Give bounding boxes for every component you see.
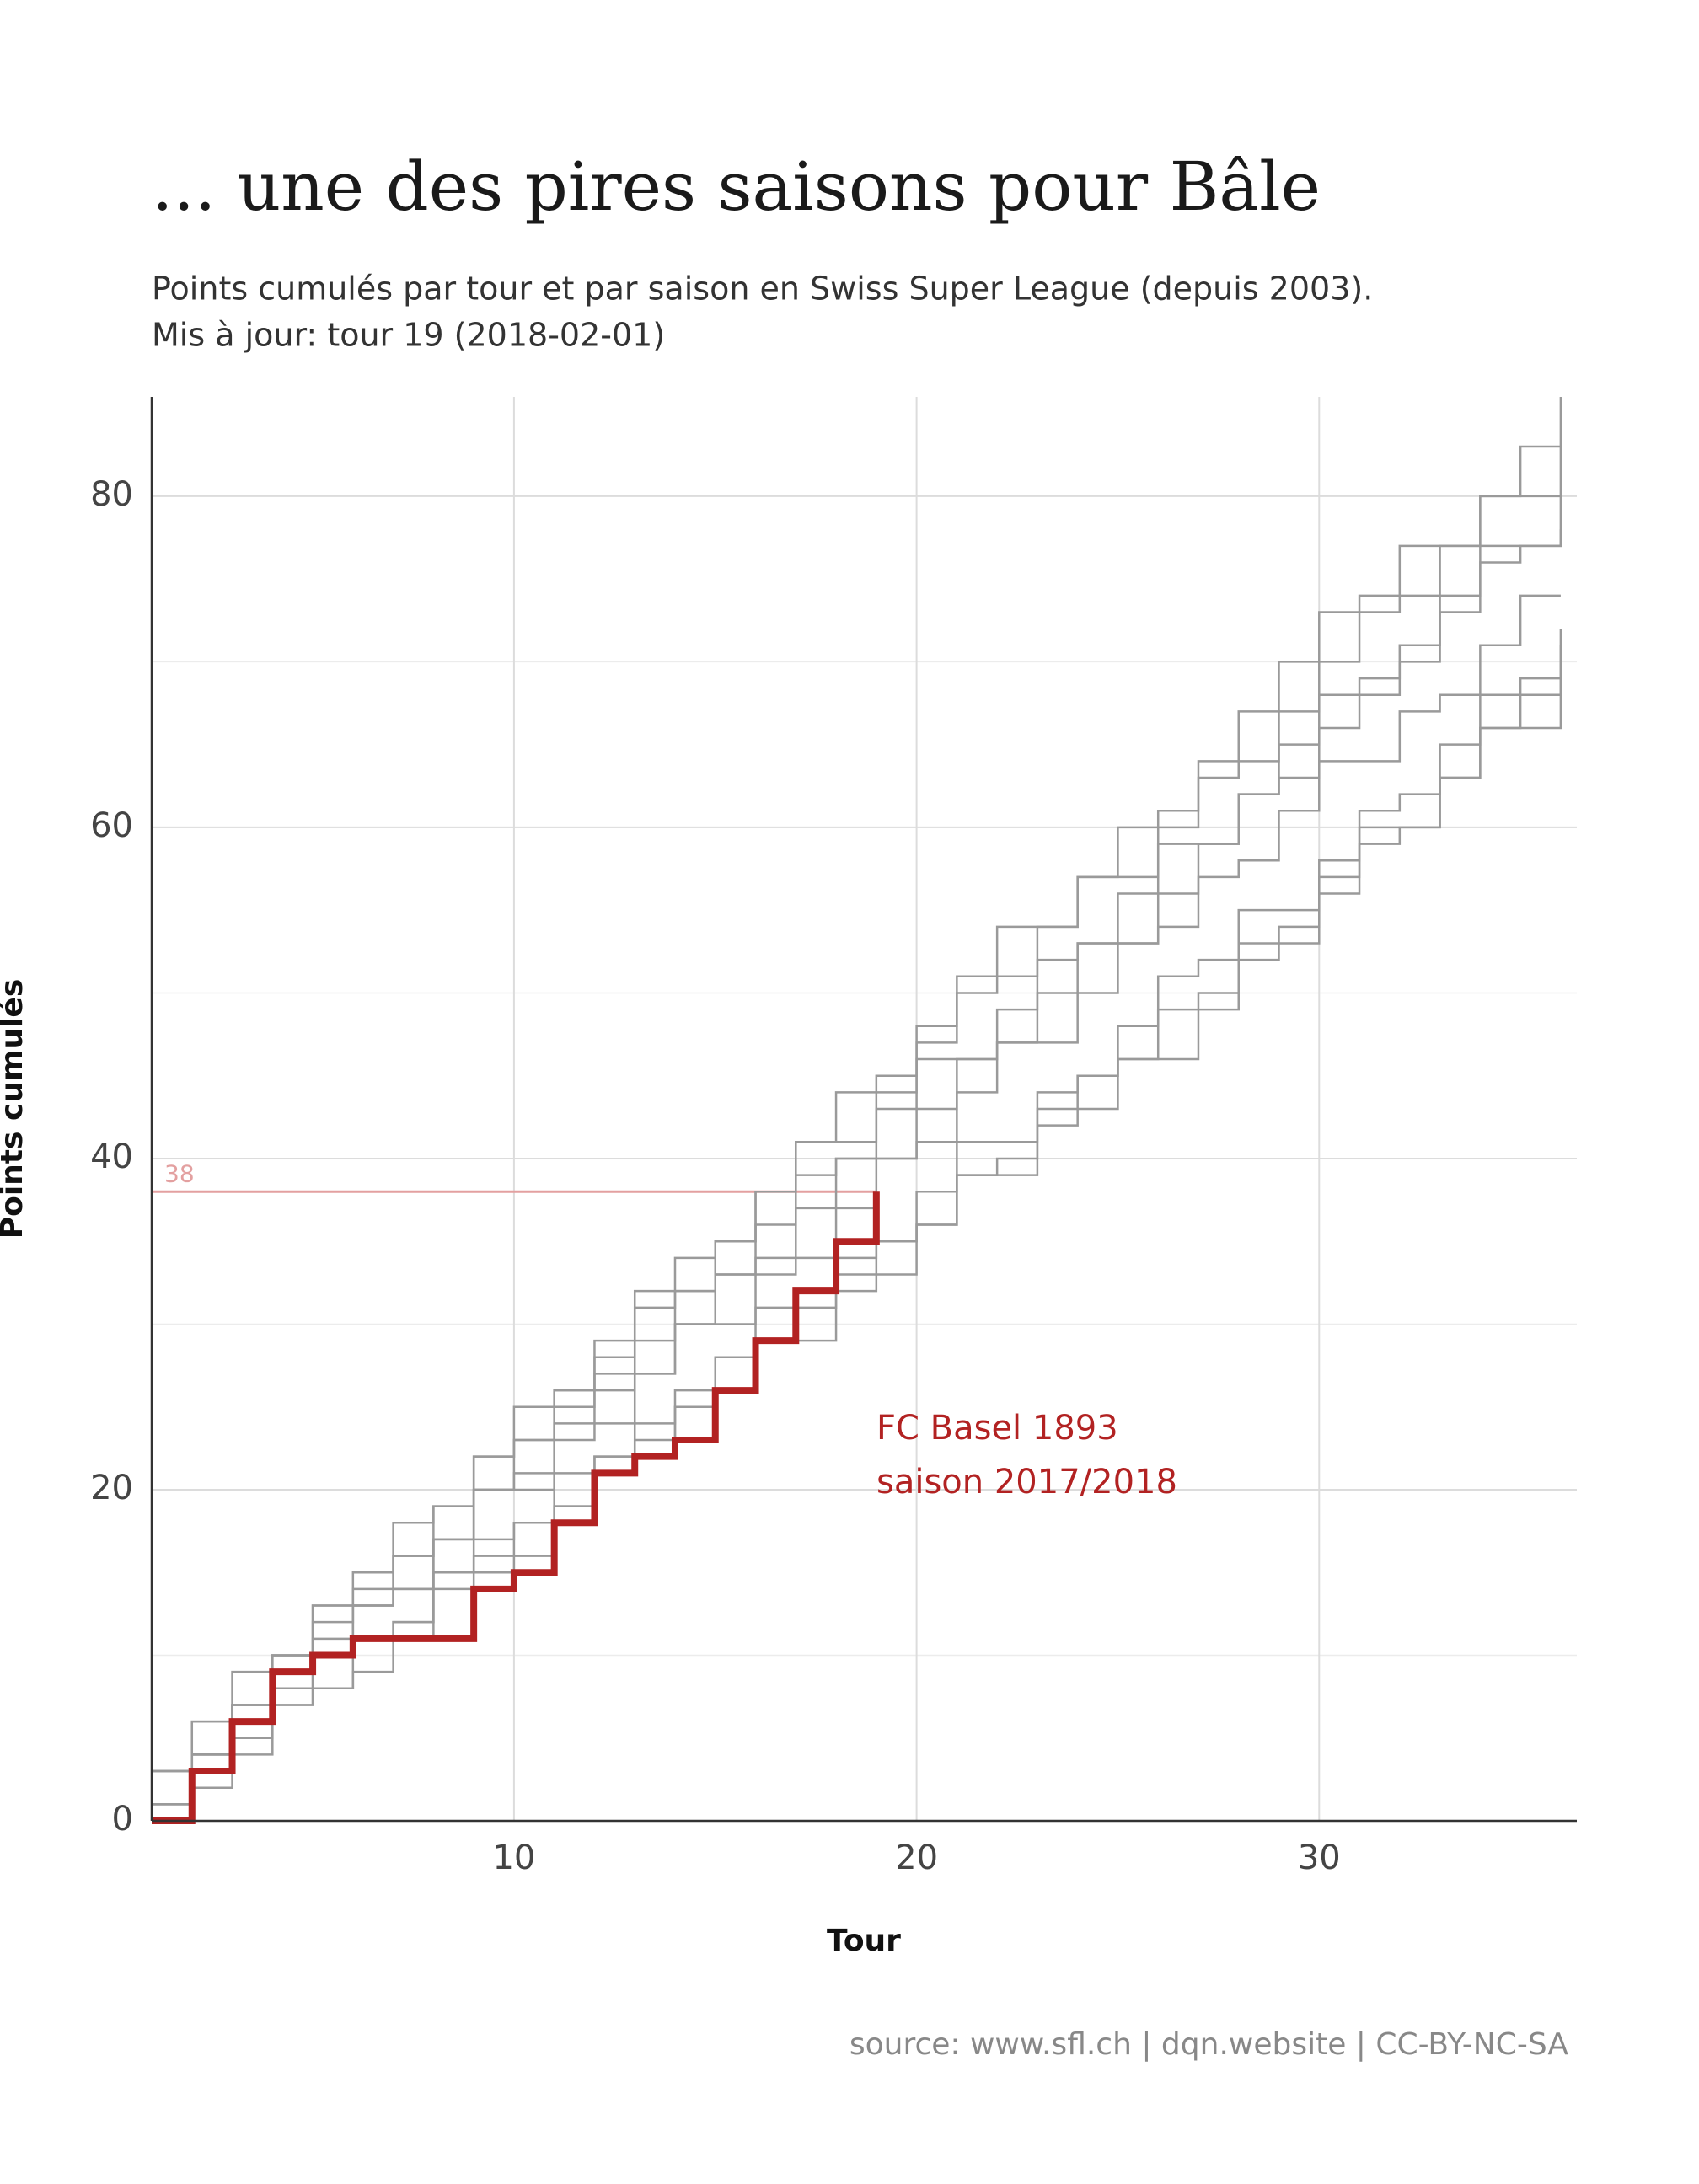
season-line (152, 495, 1562, 1773)
x-tick-label: 20 (895, 1839, 938, 1877)
season-line (152, 645, 1562, 1823)
season-line (152, 397, 1562, 1773)
y-axis-title: Points cumulés (0, 979, 29, 1239)
subtitle: Points cumulés par tour et par saison en… (152, 270, 1373, 308)
x-tick-label: 30 (1298, 1839, 1341, 1877)
y-tick-label: 60 (90, 806, 133, 845)
y-tick-label: 0 (112, 1800, 133, 1839)
subtitle: Mis à jour: tour 19 (2018-02-01) (152, 317, 665, 354)
season-line (152, 629, 1562, 1806)
highlight-line (152, 1191, 880, 1824)
y-tick-label: 40 (90, 1138, 133, 1176)
x-axis-title: Tour (827, 1924, 901, 1958)
chart-title: ... une des pires saisons pour Bâle (152, 147, 1321, 226)
season-line (152, 594, 1561, 1773)
season-line (152, 446, 1562, 1773)
annotation: saison 2017/2018 (876, 1463, 1177, 1502)
y-tick-label: 20 (90, 1469, 133, 1507)
season-line (152, 529, 1562, 1806)
source-note: source: www.sfl.ch | dqn.website | CC-BY… (850, 2027, 1569, 2062)
x-tick-label: 10 (492, 1839, 535, 1877)
y-tick-label: 80 (90, 475, 133, 514)
annotation: FC Basel 1893 (876, 1409, 1118, 1448)
reference-label: 38 (164, 1159, 195, 1187)
